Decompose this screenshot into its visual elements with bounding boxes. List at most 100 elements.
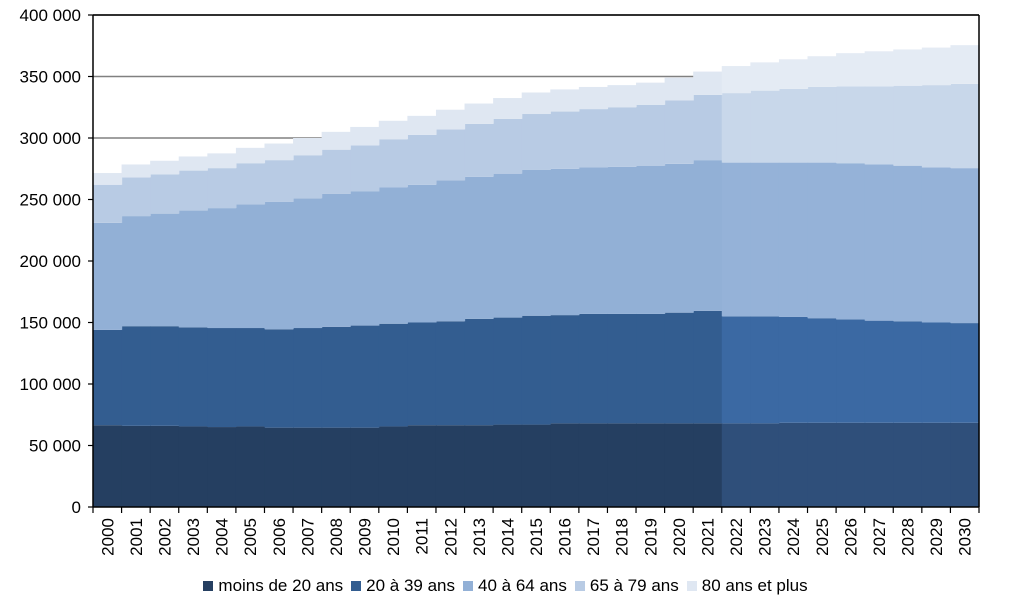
area-segment — [693, 94, 723, 161]
area-segment — [464, 123, 494, 177]
area-segment — [93, 425, 123, 507]
area-segment — [578, 423, 609, 507]
series-0 — [93, 422, 980, 507]
area-segment — [636, 104, 666, 166]
area-segment — [235, 328, 266, 427]
area-segment — [693, 71, 723, 95]
legend-label: 80 ans et plus — [701, 576, 808, 595]
area-segment — [836, 163, 866, 320]
area-segment — [807, 86, 837, 163]
x-tick-label: 2012 — [441, 518, 460, 556]
x-tick-label: 2003 — [184, 518, 203, 556]
area-segment — [778, 88, 809, 163]
area-segment — [378, 139, 408, 188]
legend-item: 20 à 39 ans — [351, 576, 455, 596]
area-segment — [521, 92, 551, 115]
area-segment — [407, 184, 437, 323]
area-segment — [664, 423, 694, 507]
area-segment — [378, 426, 408, 507]
area-segment — [521, 315, 551, 425]
x-tick-label: 2018 — [613, 518, 632, 556]
area-segment — [407, 425, 437, 507]
area-segment — [721, 66, 751, 94]
area-segment — [121, 326, 151, 426]
y-tick-label: 100 000 — [20, 375, 81, 394]
area-segment — [750, 316, 780, 424]
legend-swatch — [203, 581, 214, 591]
y-tick-label: 250 000 — [20, 191, 81, 210]
area-segment — [264, 143, 294, 161]
area-segment — [235, 426, 266, 507]
legend-swatch — [686, 581, 697, 591]
area-segment — [721, 423, 751, 507]
area-segment — [864, 164, 894, 321]
series-1 — [93, 310, 980, 428]
area-segment — [864, 86, 894, 165]
area-segment — [407, 115, 437, 135]
area-segment — [493, 317, 523, 425]
area-segment — [750, 423, 780, 507]
area-segment — [464, 318, 494, 426]
x-tick-label: 2007 — [298, 518, 317, 556]
area-segment — [321, 131, 351, 150]
legend-label: moins de 20 ans — [218, 576, 344, 595]
legend-item: moins de 20 ans — [203, 576, 343, 596]
area-segment — [864, 422, 894, 507]
x-tick-label: 2010 — [384, 518, 403, 556]
area-segment — [293, 427, 323, 507]
area-segment — [321, 427, 351, 507]
x-tick-label: 2002 — [155, 518, 174, 556]
area-segment — [235, 163, 266, 205]
area-segment — [636, 313, 666, 424]
area-segment — [264, 329, 294, 428]
legend-item: 65 à 79 ans — [574, 576, 679, 596]
area-segment — [235, 147, 266, 164]
area-segment — [150, 160, 180, 175]
area-segment — [807, 56, 837, 87]
area-segment — [150, 174, 180, 214]
area-segment — [721, 93, 751, 163]
area-segment — [121, 164, 151, 178]
x-tick-label: 2006 — [270, 518, 289, 556]
legend-swatch — [463, 581, 474, 591]
legend-label: 20 à 39 ans — [366, 576, 456, 595]
area-segment — [293, 328, 323, 428]
y-axis-ticks: 0 50 000 100 000 150 000 200 000 250 000 300 0… — [20, 6, 93, 517]
area-segment — [493, 173, 523, 318]
area-segment — [93, 329, 123, 426]
x-tick-label: 2015 — [527, 518, 546, 556]
y-tick-label: 300 000 — [20, 129, 81, 148]
x-tick-label: 2013 — [470, 518, 489, 556]
area-segment — [350, 145, 380, 192]
area-segment — [378, 120, 408, 140]
area-segment — [521, 169, 551, 316]
area-segment — [378, 187, 408, 324]
area-segment — [750, 90, 780, 163]
area-segment — [521, 114, 551, 170]
legend-item: 40 à 64 ans — [463, 576, 567, 596]
area-segment — [435, 180, 466, 322]
x-tick-label: 2030 — [956, 518, 975, 556]
x-tick-label: 2004 — [213, 518, 232, 556]
area-segment — [550, 315, 580, 424]
area-segment — [550, 168, 580, 316]
y-tick-label: 0 — [72, 498, 81, 517]
area-segment — [207, 328, 237, 428]
area-segment — [893, 85, 923, 166]
y-tick-label: 150 000 — [20, 314, 81, 333]
area-segment — [778, 422, 809, 507]
area-segment — [264, 201, 294, 330]
area-segment — [693, 310, 723, 424]
area-segment — [950, 45, 980, 84]
area-segment — [407, 134, 437, 185]
area-segment — [778, 316, 809, 423]
area-segment — [921, 47, 952, 86]
legend-label: 65 à 79 ans — [589, 576, 679, 595]
area-segment — [921, 422, 952, 507]
series-4 — [93, 45, 980, 185]
area-segment — [435, 425, 466, 507]
area-segment — [778, 59, 809, 89]
area-segment — [178, 170, 208, 211]
area-segment — [778, 162, 809, 317]
y-tick-label: 350 000 — [20, 68, 81, 87]
